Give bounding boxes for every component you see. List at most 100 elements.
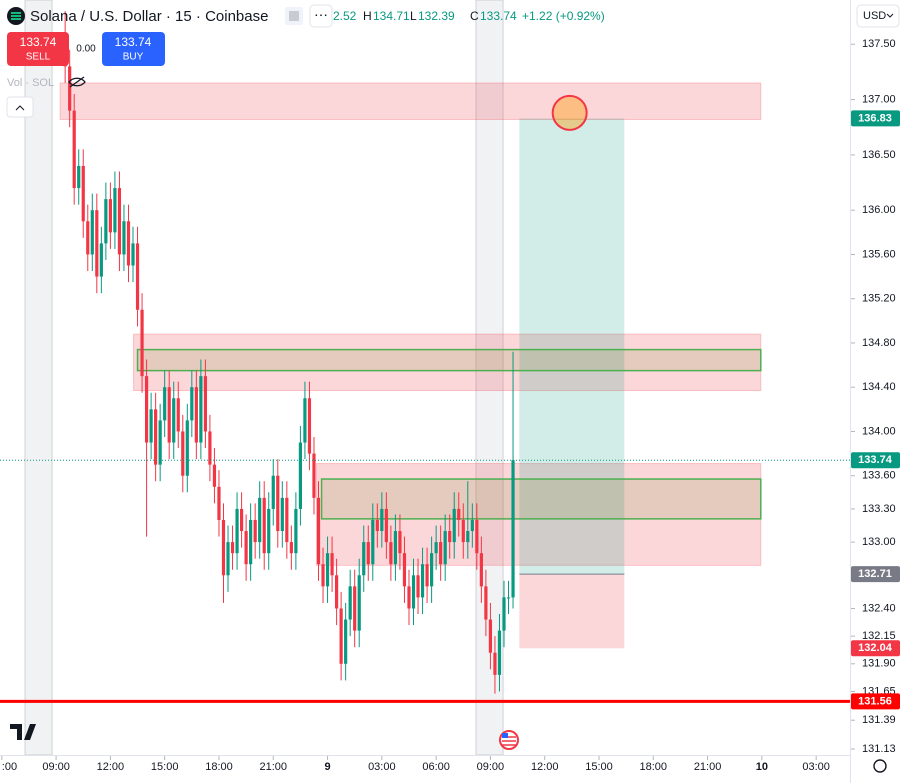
candle-body: [208, 431, 212, 465]
y-tick-label: 133.60: [862, 470, 896, 482]
candle-body: [425, 564, 429, 587]
session-band: [24, 0, 53, 756]
x-tick-label: 9: [324, 761, 330, 773]
candle-body: [276, 475, 280, 532]
candle-body: [149, 409, 153, 443]
candle-body: [334, 575, 339, 609]
y-tick-label: 134.40: [862, 381, 896, 393]
candle-body: [357, 575, 361, 631]
x-tick-label: 09:00: [42, 761, 70, 773]
x-tick-label: 03:00: [802, 761, 830, 773]
price-axis-bg: [851, 30, 903, 755]
candle-body: [307, 398, 312, 454]
event-flag-canton: [502, 733, 508, 738]
more-icon: ⋯: [314, 7, 328, 23]
candle-body: [384, 508, 388, 543]
candle-body: [144, 376, 149, 443]
spread: 0.00: [76, 44, 96, 55]
x-tick-label: 10: [756, 761, 768, 773]
candle-body: [339, 608, 343, 664]
candle-body: [348, 586, 352, 620]
candle-body: [416, 575, 420, 598]
candle-body: [226, 542, 230, 576]
candle-body: [86, 221, 90, 255]
candle-body: [488, 619, 493, 653]
candle-body: [190, 387, 194, 421]
candle-body: [244, 531, 248, 565]
candle-body: [258, 497, 262, 543]
price-label-bg: [851, 693, 900, 710]
candle-body: [380, 508, 384, 532]
sell-price: 133.74: [20, 35, 57, 49]
candle-body: [99, 243, 103, 277]
candle-body: [154, 409, 158, 465]
hide-icon: [289, 11, 299, 21]
legend-low: 132.39: [418, 9, 455, 23]
legend-low-label: L: [410, 9, 417, 23]
candle-body: [434, 542, 438, 554]
x-tick-label: 15:00: [585, 761, 613, 773]
candle-body: [217, 486, 221, 520]
candle-body: [448, 531, 452, 543]
candle-body: [194, 387, 198, 443]
candle-body: [493, 652, 497, 675]
candle-body: [113, 188, 117, 233]
settings-icon[interactable]: [873, 759, 887, 773]
candle-body: [407, 586, 411, 609]
candle-body: [271, 475, 275, 509]
zone-box: [136, 348, 762, 372]
y-tick-label: 133.00: [862, 536, 896, 548]
time-axis-bg: [0, 756, 851, 783]
x-tick-label: 21:00: [259, 761, 287, 773]
candle-body: [506, 597, 511, 599]
candle-body: [163, 387, 167, 421]
candle-body: [249, 519, 253, 565]
tv-logo: [10, 724, 36, 740]
candle-body: [280, 497, 284, 532]
candle-body: [475, 519, 479, 554]
candle-body: [461, 519, 465, 543]
buy-button[interactable]: [102, 32, 165, 66]
candle-body: [235, 508, 239, 554]
candle-body: [253, 519, 257, 543]
legend-open: 2.52: [333, 9, 357, 23]
y-tick-label: 131.13: [862, 743, 896, 755]
candle-body: [239, 508, 244, 532]
candle-body: [285, 497, 289, 543]
currency-button[interactable]: [856, 4, 900, 28]
candle-body: [439, 542, 443, 565]
x-tick-label: 21:00: [694, 761, 722, 773]
y-tick-label: 131.39: [862, 714, 896, 726]
y-tick-label: 131.90: [862, 658, 896, 670]
candle-body: [411, 575, 416, 609]
more-button[interactable]: [309, 4, 333, 28]
y-tick-label: 135.60: [862, 248, 896, 260]
collapse-button[interactable]: [6, 96, 34, 118]
candle-body: [122, 221, 126, 255]
x-tick-label: 03:00: [368, 761, 396, 773]
candle-body: [294, 508, 298, 554]
candle-body: [131, 243, 135, 266]
y-tick-label: 136.00: [862, 204, 896, 216]
candle-body: [479, 553, 483, 587]
x-tick-label: 06:00: [422, 761, 450, 773]
candle-body: [452, 508, 456, 543]
candle-body: [185, 420, 189, 476]
candle-body: [262, 497, 266, 554]
y-tick-label: 133.30: [862, 503, 896, 515]
supply-zone: [133, 333, 762, 392]
y-tick-label: 132.15: [862, 630, 896, 642]
x-tick-label: 12:00: [531, 761, 559, 773]
candle-body: [267, 508, 271, 554]
candle-body: [126, 221, 131, 266]
candle-body: [72, 110, 76, 189]
candle-body: [158, 420, 162, 465]
volume-hidden-icon[interactable]: [68, 76, 86, 88]
candle-body: [167, 387, 171, 443]
candle-body: [389, 542, 393, 565]
y-tick-label: 134.00: [862, 425, 896, 437]
sell-button[interactable]: [7, 32, 69, 66]
